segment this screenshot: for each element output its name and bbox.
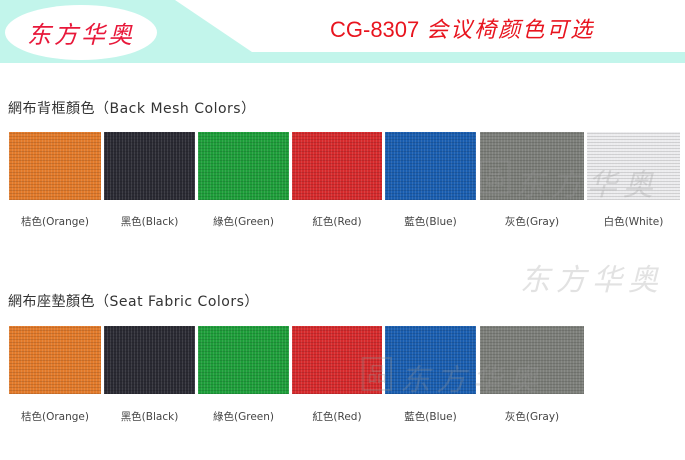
brand-logo: 东方华奥 <box>5 5 157 60</box>
swatch-label: 紅色(Red) <box>312 411 362 423</box>
swatch-label: 藍色(Blue) <box>404 411 457 423</box>
swatch-red <box>292 326 382 394</box>
swatch-red <box>292 132 382 200</box>
seat-fabric-title: 網布座墊顏色（Seat Fabric Colors） <box>8 294 259 310</box>
swatch-orange <box>9 132 101 200</box>
swatch-label: 灰色(Gray) <box>504 411 560 423</box>
swatch-blue <box>385 326 476 394</box>
swatch-label: 紅色(Red) <box>312 216 362 228</box>
swatch-white <box>587 132 680 200</box>
watermark: 东方华奥 <box>520 263 664 298</box>
swatch-label: 桔色(Orange) <box>21 411 89 423</box>
swatch-label: 綠色(Green) <box>213 216 274 228</box>
watermark-stamp-icon: 品 <box>362 357 392 391</box>
swatch-label: 藍色(Blue) <box>404 216 457 228</box>
swatch-label: 白色(White) <box>603 216 664 228</box>
model-number: CG-8307 <box>330 17 420 42</box>
swatch-gray <box>480 132 584 200</box>
swatch-label: 黑色(Black) <box>120 411 179 423</box>
watermark-stamp-icon: 品 <box>480 160 510 194</box>
swatch-orange <box>9 326 101 394</box>
logo-text: 东方华奥 <box>27 21 135 49</box>
swatch-black <box>104 326 195 394</box>
swatch-black <box>104 132 195 200</box>
title-cn: 会议椅颜色可选 <box>426 18 595 43</box>
swatch-label: 黑色(Black) <box>120 216 179 228</box>
back-mesh-title: 網布背框顏色（Back Mesh Colors） <box>8 101 256 117</box>
swatch-green <box>198 132 289 200</box>
page-title: CG-8307 会议椅颜色可选 <box>330 12 594 44</box>
swatch-green <box>198 326 289 394</box>
swatch-label: 桔色(Orange) <box>21 216 89 228</box>
swatch-label: 灰色(Gray) <box>504 216 560 228</box>
swatch-label: 綠色(Green) <box>213 411 274 423</box>
swatch-gray <box>480 326 584 394</box>
swatch-blue <box>385 132 476 200</box>
header-title-band <box>175 0 685 52</box>
